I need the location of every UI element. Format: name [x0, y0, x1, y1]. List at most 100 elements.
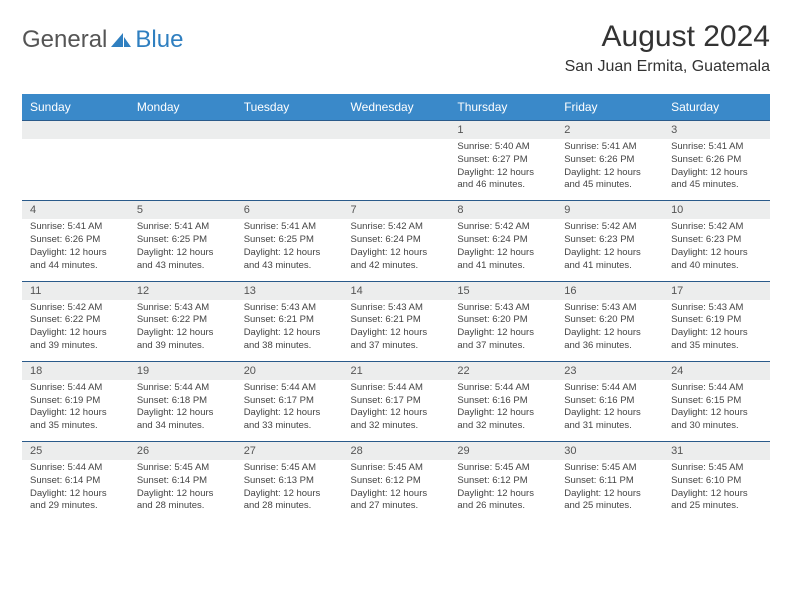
daylight-text: and 37 minutes. [457, 340, 548, 353]
sunrise-text: Sunrise: 5:42 AM [671, 221, 762, 234]
sunset-text: Sunset: 6:18 PM [137, 395, 228, 408]
day-detail-cell: Sunrise: 5:43 AMSunset: 6:22 PMDaylight:… [129, 300, 236, 362]
sunset-text: Sunset: 6:25 PM [244, 234, 335, 247]
day-number-row: 45678910 [22, 201, 770, 220]
day-detail-cell: Sunrise: 5:45 AMSunset: 6:10 PMDaylight:… [663, 460, 770, 521]
sunrise-text: Sunrise: 5:42 AM [351, 221, 442, 234]
daylight-text: Daylight: 12 hours [137, 488, 228, 501]
daylight-text: Daylight: 12 hours [457, 247, 548, 260]
day-detail-cell: Sunrise: 5:43 AMSunset: 6:20 PMDaylight:… [556, 300, 663, 362]
day-number-cell [236, 121, 343, 140]
daylight-text: Daylight: 12 hours [351, 407, 442, 420]
day-number-cell: 4 [22, 201, 129, 220]
sunrise-text: Sunrise: 5:45 AM [244, 462, 335, 475]
day-detail-cell: Sunrise: 5:45 AMSunset: 6:12 PMDaylight:… [449, 460, 556, 521]
daylight-text: and 41 minutes. [564, 260, 655, 273]
day-number-cell: 13 [236, 281, 343, 300]
sunrise-text: Sunrise: 5:41 AM [244, 221, 335, 234]
day-detail-cell: Sunrise: 5:41 AMSunset: 6:26 PMDaylight:… [556, 139, 663, 201]
day-detail-cell: Sunrise: 5:43 AMSunset: 6:21 PMDaylight:… [343, 300, 450, 362]
title-block: August 2024 San Juan Ermita, Guatemala [565, 20, 770, 76]
day-detail-cell: Sunrise: 5:41 AMSunset: 6:25 PMDaylight:… [236, 219, 343, 281]
day-detail-cell: Sunrise: 5:43 AMSunset: 6:21 PMDaylight:… [236, 300, 343, 362]
sunrise-text: Sunrise: 5:41 AM [137, 221, 228, 234]
daylight-text: Daylight: 12 hours [564, 407, 655, 420]
daylight-text: and 43 minutes. [137, 260, 228, 273]
sunset-text: Sunset: 6:16 PM [564, 395, 655, 408]
sunset-text: Sunset: 6:17 PM [351, 395, 442, 408]
daylight-text: and 32 minutes. [351, 420, 442, 433]
daylight-text: Daylight: 12 hours [457, 407, 548, 420]
day-detail-cell: Sunrise: 5:44 AMSunset: 6:17 PMDaylight:… [236, 380, 343, 442]
day-detail-cell: Sunrise: 5:42 AMSunset: 6:23 PMDaylight:… [556, 219, 663, 281]
header: General Blue August 2024 San Juan Ermita… [22, 20, 770, 76]
sunset-text: Sunset: 6:24 PM [351, 234, 442, 247]
daylight-text: and 45 minutes. [564, 179, 655, 192]
day-detail-cell: Sunrise: 5:44 AMSunset: 6:18 PMDaylight:… [129, 380, 236, 442]
day-number-cell: 1 [449, 121, 556, 140]
day-detail-cell: Sunrise: 5:44 AMSunset: 6:16 PMDaylight:… [556, 380, 663, 442]
sunset-text: Sunset: 6:19 PM [30, 395, 121, 408]
sunset-text: Sunset: 6:23 PM [671, 234, 762, 247]
sunrise-text: Sunrise: 5:44 AM [30, 382, 121, 395]
day-number-cell: 15 [449, 281, 556, 300]
day-number-cell: 23 [556, 361, 663, 380]
sail-icon [109, 31, 133, 49]
daylight-text: and 45 minutes. [671, 179, 762, 192]
sunrise-text: Sunrise: 5:41 AM [671, 141, 762, 154]
daylight-text: Daylight: 12 hours [244, 488, 335, 501]
daylight-text: and 28 minutes. [244, 500, 335, 513]
day-detail-cell: Sunrise: 5:44 AMSunset: 6:19 PMDaylight:… [22, 380, 129, 442]
daylight-text: Daylight: 12 hours [457, 327, 548, 340]
location-subtitle: San Juan Ermita, Guatemala [565, 58, 770, 76]
weekday-header: Thursday [449, 94, 556, 121]
day-number-cell: 29 [449, 442, 556, 461]
day-number-row: 11121314151617 [22, 281, 770, 300]
sunset-text: Sunset: 6:26 PM [30, 234, 121, 247]
daylight-text: and 38 minutes. [244, 340, 335, 353]
daylight-text: and 28 minutes. [137, 500, 228, 513]
sunset-text: Sunset: 6:17 PM [244, 395, 335, 408]
daylight-text: Daylight: 12 hours [564, 488, 655, 501]
day-number-cell: 11 [22, 281, 129, 300]
day-number-cell: 5 [129, 201, 236, 220]
daylight-text: and 25 minutes. [671, 500, 762, 513]
day-detail-cell: Sunrise: 5:43 AMSunset: 6:19 PMDaylight:… [663, 300, 770, 362]
sunset-text: Sunset: 6:21 PM [351, 314, 442, 327]
day-number-cell: 8 [449, 201, 556, 220]
weekday-header: Saturday [663, 94, 770, 121]
day-number-cell: 24 [663, 361, 770, 380]
sunrise-text: Sunrise: 5:42 AM [457, 221, 548, 234]
day-detail-row: Sunrise: 5:42 AMSunset: 6:22 PMDaylight:… [22, 300, 770, 362]
day-number-cell: 14 [343, 281, 450, 300]
sunset-text: Sunset: 6:11 PM [564, 475, 655, 488]
day-detail-row: Sunrise: 5:44 AMSunset: 6:14 PMDaylight:… [22, 460, 770, 521]
daylight-text: Daylight: 12 hours [671, 488, 762, 501]
day-detail-cell [236, 139, 343, 201]
sunset-text: Sunset: 6:14 PM [30, 475, 121, 488]
daylight-text: Daylight: 12 hours [244, 407, 335, 420]
day-number-cell: 9 [556, 201, 663, 220]
sunrise-text: Sunrise: 5:45 AM [671, 462, 762, 475]
day-detail-cell: Sunrise: 5:41 AMSunset: 6:26 PMDaylight:… [22, 219, 129, 281]
day-detail-cell: Sunrise: 5:45 AMSunset: 6:11 PMDaylight:… [556, 460, 663, 521]
daylight-text: Daylight: 12 hours [30, 488, 121, 501]
sunset-text: Sunset: 6:25 PM [137, 234, 228, 247]
sunset-text: Sunset: 6:23 PM [564, 234, 655, 247]
daylight-text: and 25 minutes. [564, 500, 655, 513]
daylight-text: and 34 minutes. [137, 420, 228, 433]
day-detail-cell: Sunrise: 5:45 AMSunset: 6:14 PMDaylight:… [129, 460, 236, 521]
daylight-text: Daylight: 12 hours [671, 167, 762, 180]
weekday-header: Monday [129, 94, 236, 121]
daylight-text: Daylight: 12 hours [671, 247, 762, 260]
daylight-text: Daylight: 12 hours [351, 488, 442, 501]
sunrise-text: Sunrise: 5:42 AM [30, 302, 121, 315]
sunrise-text: Sunrise: 5:44 AM [671, 382, 762, 395]
sunset-text: Sunset: 6:10 PM [671, 475, 762, 488]
day-detail-cell [343, 139, 450, 201]
brand-logo: General Blue [22, 26, 183, 54]
day-number-cell: 12 [129, 281, 236, 300]
sunset-text: Sunset: 6:27 PM [457, 154, 548, 167]
day-number-cell [22, 121, 129, 140]
day-number-cell: 10 [663, 201, 770, 220]
